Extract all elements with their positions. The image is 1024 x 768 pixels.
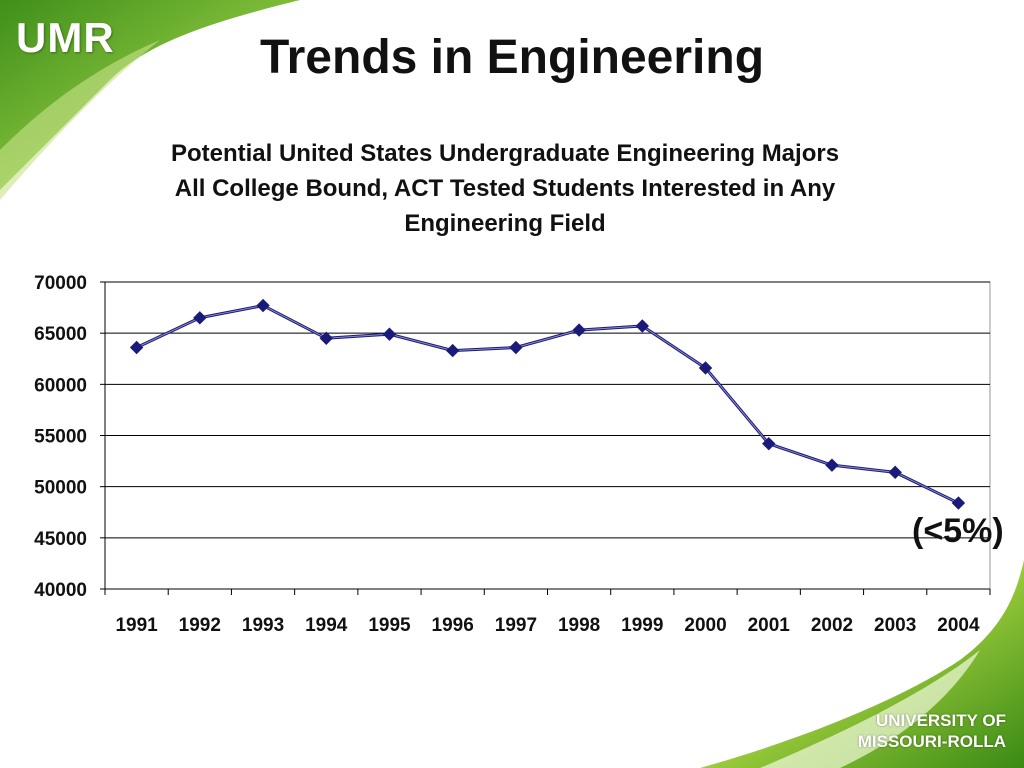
bottom-right-swoosh: [700, 560, 1024, 768]
data-point: [698, 361, 713, 375]
x-tick-label: 1998: [558, 615, 600, 636]
university-logo: UNIVERSITY OF MISSOURI-ROLLA: [858, 710, 1006, 752]
data-point: [382, 327, 397, 341]
data-point: [129, 340, 144, 355]
series-line-highlight: [136, 305, 959, 504]
x-tick-label: 1995: [368, 615, 411, 636]
data-point: [445, 343, 460, 358]
chart-title-line-2: All College Bound, ACT Tested Students I…: [174, 175, 836, 202]
y-tick-label: 45000: [34, 529, 87, 550]
x-tick-label: 1993: [242, 615, 284, 636]
data-point: [951, 496, 966, 510]
x-tick-label: 1999: [621, 615, 663, 636]
x-tick-label: 2003: [874, 615, 916, 636]
data-point: [572, 323, 586, 337]
data-point: [635, 319, 650, 333]
data-point: [319, 331, 333, 345]
data-point: [509, 340, 523, 355]
data-point: [825, 458, 839, 472]
data-point: [193, 311, 207, 325]
y-tick-label: 65000: [34, 324, 87, 345]
data-point: [888, 465, 902, 480]
slide-title: Trends in Engineering: [259, 31, 765, 84]
x-tick-label: 1991: [115, 615, 158, 636]
x-tick-label: 1996: [432, 615, 474, 636]
university-logo-line-1: UNIVERSITY OF: [875, 711, 1006, 730]
chart-title: Potential United States Undergraduate En…: [90, 136, 920, 241]
y-tick-label: 70000: [34, 273, 87, 294]
x-tick-label: 2001: [748, 615, 791, 636]
data-point: [762, 436, 776, 451]
bottom-right-swoosh-highlight: [760, 650, 980, 768]
series-line: [135, 303, 960, 505]
data-point: [256, 298, 270, 313]
x-tick-label: 2004: [937, 615, 980, 636]
y-tick-label: 50000: [34, 478, 87, 499]
top-left-swoosh: [0, 0, 300, 190]
chart-title-line-3: Engineering Field: [404, 210, 606, 237]
x-tick-label: 1997: [495, 615, 537, 636]
y-tick-label: 55000: [34, 427, 87, 448]
university-logo-line-2: MISSOURI-ROLLA: [857, 732, 1006, 751]
x-tick-label: 1994: [305, 615, 348, 636]
y-tick-label: 60000: [34, 375, 87, 396]
x-tick-label: 1992: [179, 615, 221, 636]
umr-logo: UMR: [16, 14, 115, 61]
x-tick-label: 2000: [684, 615, 726, 636]
chart-annotation: (<5%): [912, 512, 1004, 550]
x-tick-label: 2002: [811, 615, 853, 636]
chart-title-line-1: Potential United States Undergraduate En…: [170, 140, 840, 167]
y-tick-label: 40000: [34, 580, 87, 601]
